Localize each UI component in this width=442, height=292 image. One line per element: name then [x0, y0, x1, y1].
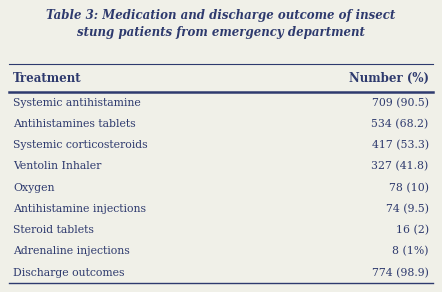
- Text: Table 3: Medication and discharge outcome of insect
stung patients from emergenc: Table 3: Medication and discharge outcom…: [46, 9, 396, 39]
- Text: 74 (9.5): 74 (9.5): [386, 204, 429, 214]
- Text: Oxygen: Oxygen: [13, 182, 55, 193]
- Text: Systemic corticosteroids: Systemic corticosteroids: [13, 140, 148, 150]
- Text: 534 (68.2): 534 (68.2): [371, 119, 429, 129]
- Text: Adrenaline injections: Adrenaline injections: [13, 246, 130, 256]
- Text: 709 (90.5): 709 (90.5): [372, 98, 429, 108]
- Text: 417 (53.3): 417 (53.3): [372, 140, 429, 150]
- Text: 78 (10): 78 (10): [389, 182, 429, 193]
- Text: 8 (1%): 8 (1%): [392, 246, 429, 256]
- Text: 327 (41.8): 327 (41.8): [371, 161, 429, 171]
- Text: Antihistamine injections: Antihistamine injections: [13, 204, 146, 214]
- Text: Ventolin Inhaler: Ventolin Inhaler: [13, 161, 102, 171]
- Text: 774 (98.9): 774 (98.9): [372, 267, 429, 278]
- Text: Number (%): Number (%): [349, 72, 429, 85]
- Text: Steroid tablets: Steroid tablets: [13, 225, 94, 235]
- Text: Systemic antihistamine: Systemic antihistamine: [13, 98, 141, 108]
- Text: 16 (2): 16 (2): [396, 225, 429, 235]
- Text: Discharge outcomes: Discharge outcomes: [13, 267, 125, 278]
- Text: Antihistamines tablets: Antihistamines tablets: [13, 119, 136, 129]
- Text: Treatment: Treatment: [13, 72, 82, 85]
